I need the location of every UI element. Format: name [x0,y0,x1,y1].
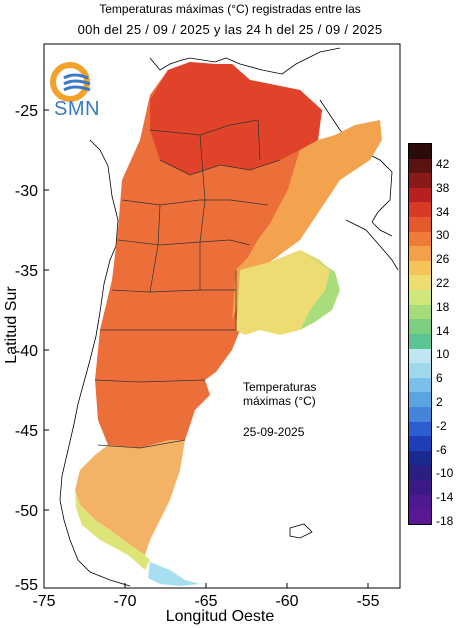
legend-swatch [409,304,431,320]
xtick-label: -75 [32,593,55,610]
legend-label: 38 [436,180,450,195]
ytick-label: -25 [15,103,38,120]
ytick-label: -55 [15,577,38,594]
legend-swatch [409,158,431,174]
legend-swatch [409,187,431,203]
argentina-fill [75,62,382,586]
legend-label: 10 [436,347,450,362]
legend-swatch [409,509,431,524]
region-pampa [236,250,330,335]
legend-swatch [409,275,431,291]
xtick-label: -65 [194,593,217,610]
legend-swatch [409,450,431,466]
smn-logo-text: SMN [54,98,100,120]
legend-swatch [409,217,431,232]
legend-label: 2 [436,395,443,409]
legend-label: 30 [436,228,450,243]
legend-label: 22 [436,276,450,290]
ytick-label: -45 [15,423,38,440]
ytick-label: -40 [15,343,38,360]
falkland-islands [289,523,313,539]
region-far-south [75,490,150,570]
ytick-label: -50 [15,503,38,520]
color-legend [408,143,432,525]
region-east [232,120,382,320]
legend-label: -10 [436,466,454,481]
annotation-line2: máximas (°C) [243,394,316,408]
annotation-line1: Temperaturas [243,380,317,394]
map-title-line1: Temperaturas máximas (°C) registradas en… [99,2,361,16]
legend-swatch [409,173,431,188]
legend-label: -2 [436,418,447,433]
xtick-label: -70 [113,593,136,610]
legend-label: -18 [436,514,454,528]
x-axis-label: Longitud Oeste [165,608,275,625]
neighbor-borders [59,47,399,501]
plot-frame [43,43,401,589]
ytick-label: -35 [15,263,38,280]
region-north [150,62,322,175]
legend-swatch [409,392,431,407]
legend-label: 34 [436,204,450,219]
legend-swatch [409,377,431,393]
legend-swatch [409,202,431,218]
legend-swatch [409,246,431,261]
legend-label: 18 [436,299,450,314]
annotation-date: 25-09-2025 [243,425,305,439]
tick-marks [43,109,369,589]
xtick-label: -60 [275,593,298,610]
y-axis-label: Latitud Sur [3,286,20,364]
legend-swatch [409,231,431,247]
legend-swatch [409,260,431,276]
legend-swatch [409,480,431,495]
legend-swatch [409,333,431,349]
legend-label: 26 [436,252,450,267]
chile-coastline [59,499,131,587]
legend-swatch [409,436,431,451]
legend-swatch [409,319,431,334]
legend-label: 14 [436,323,450,338]
legend-swatch [409,406,431,422]
legend-swatch [409,290,431,305]
legend-label: -14 [436,490,454,505]
legend-swatch [409,465,431,481]
map-title-line2: 00h del 25 / 09 / 2025 y las 24 h del 25… [77,22,383,37]
legend-label: 42 [436,157,450,171]
legend-swatch [409,421,431,437]
legend-swatch [409,348,431,364]
legend-label: -6 [436,442,447,457]
province-borders [94,119,281,449]
legend-swatch [409,144,431,159]
legend-label: 6 [436,371,443,386]
region-south [75,440,185,555]
legend-swatch [409,363,431,378]
region-coast [300,250,340,330]
smn-logo [50,62,91,102]
region-tierra-del-fuego [148,562,200,586]
legend-swatch [409,494,431,510]
ytick-label: -30 [15,183,38,200]
xtick-label: -55 [356,593,379,610]
